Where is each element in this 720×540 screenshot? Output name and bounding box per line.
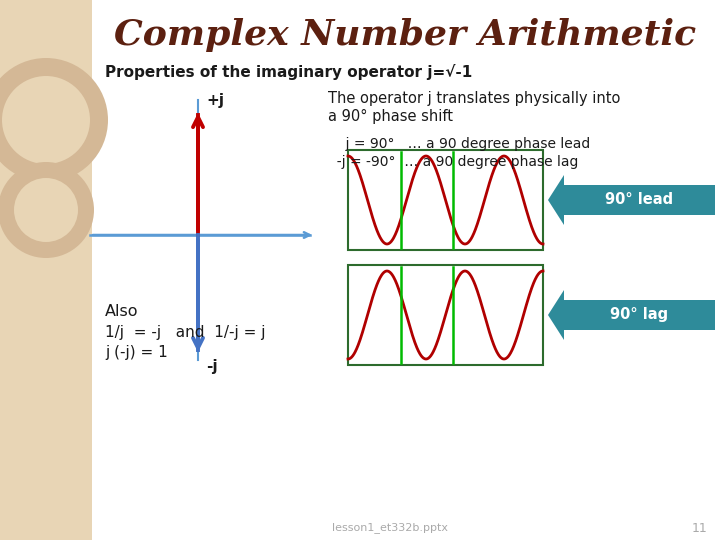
Circle shape [0, 162, 94, 258]
Text: a 90° phase shift: a 90° phase shift [328, 109, 453, 124]
Circle shape [0, 58, 108, 182]
Text: -j = -90°  … a 90 degree phase lag: -j = -90° … a 90 degree phase lag [328, 155, 578, 169]
Text: +j: +j [206, 92, 224, 107]
Circle shape [2, 76, 90, 164]
Text: Properties of the imaginary operator j=√-1: Properties of the imaginary operator j=√… [105, 64, 472, 80]
Text: 90° lag: 90° lag [611, 307, 669, 322]
Text: The operator j translates physically into: The operator j translates physically int… [328, 91, 621, 105]
Text: j = 90°   … a 90 degree phase lead: j = 90° … a 90 degree phase lead [328, 137, 590, 151]
Text: 11: 11 [692, 522, 708, 535]
Text: Complex Number Arithmetic: Complex Number Arithmetic [114, 18, 696, 52]
Bar [348, 265, 543, 365]
Text: -j: -j [206, 360, 217, 375]
Bar [348, 150, 543, 250]
Circle shape [14, 178, 78, 242]
Text: lesson1_et332b.pptx: lesson1_et332b.pptx [332, 523, 448, 534]
Bar [0, 0, 92, 540]
Polygon shape [548, 290, 715, 340]
Polygon shape [548, 175, 715, 225]
Text: 90° lead: 90° lead [606, 192, 674, 207]
Text: 1/j  = -j   and  1/-j = j: 1/j = -j and 1/-j = j [105, 325, 266, 340]
Text: Also: Also [105, 305, 138, 320]
Text: j (-j) = 1: j (-j) = 1 [105, 345, 168, 360]
